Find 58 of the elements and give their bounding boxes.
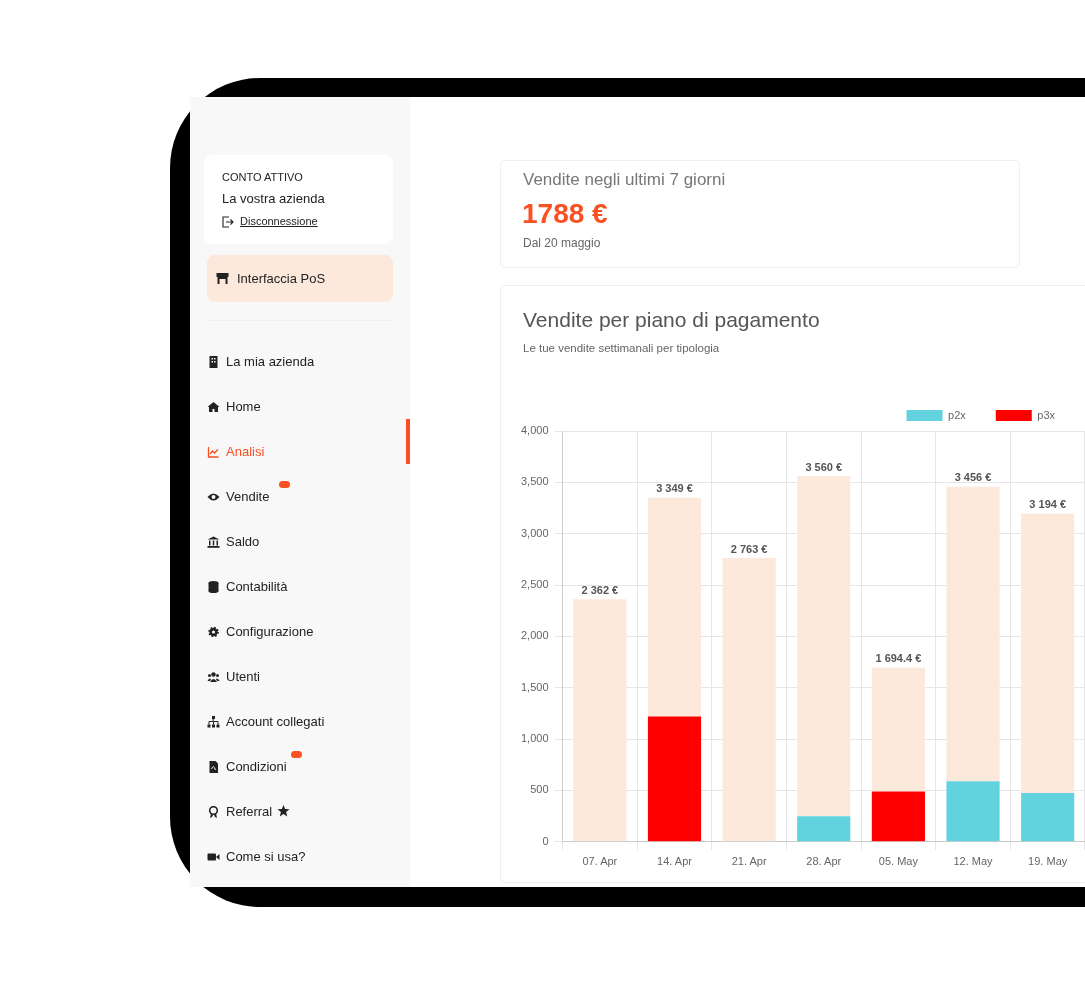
bar bbox=[722, 558, 776, 842]
text: La vostra azienda bbox=[222, 191, 325, 206]
bar bbox=[797, 816, 851, 842]
text: Vendite bbox=[226, 489, 270, 504]
y-tick-label: 1,000 bbox=[521, 732, 549, 745]
total-label: 3 349 € bbox=[656, 482, 693, 495]
y-tick-label: 500 bbox=[530, 783, 549, 796]
bar bbox=[946, 781, 1000, 842]
text: Account collegati bbox=[226, 714, 325, 729]
bar bbox=[647, 716, 702, 842]
bar bbox=[573, 599, 627, 842]
total-label: 3 194 € bbox=[1029, 498, 1067, 511]
y-tick-label: 3,500 bbox=[521, 475, 549, 488]
text: CONTO ATTIVO bbox=[222, 171, 303, 183]
y-tick-label: 4,000 bbox=[521, 424, 549, 437]
total-label: 2 763 € bbox=[730, 542, 768, 555]
bar bbox=[797, 476, 851, 817]
text: Referral bbox=[226, 804, 274, 819]
x-tick-label: 07. Apr bbox=[582, 855, 618, 868]
y-tick-label: 0 bbox=[542, 834, 549, 847]
x-tick-label: 05. May bbox=[878, 855, 919, 868]
bar bbox=[871, 667, 925, 792]
text: Come si usa? bbox=[226, 849, 306, 864]
text: 1788 € bbox=[522, 198, 608, 230]
x-tick-label: 14. Apr bbox=[657, 855, 693, 868]
x-tick-label: 19. May bbox=[1028, 855, 1068, 868]
text: Dal 20 maggio bbox=[523, 236, 601, 250]
chart-title: Vendite per piano di pagamento bbox=[523, 308, 820, 332]
text: Vendite negli ultimi 7 giorni bbox=[523, 170, 726, 190]
total-label: 3 560 € bbox=[805, 460, 843, 473]
text: Disconnessione bbox=[240, 215, 318, 227]
legend-label: p3x bbox=[1037, 408, 1056, 421]
total-label: 1 694.4 € bbox=[875, 652, 922, 665]
bar bbox=[871, 791, 925, 842]
x-tick-label: 21. Apr bbox=[731, 855, 767, 868]
legend-label: p2x bbox=[948, 408, 967, 421]
text: Saldo bbox=[226, 534, 260, 549]
x-tick-label: 12. May bbox=[953, 855, 994, 868]
bar bbox=[647, 497, 702, 717]
chart-subtitle: Le tue vendite settimanali per tipologia bbox=[523, 342, 720, 354]
total-label: 3 456 € bbox=[954, 471, 992, 484]
bar bbox=[946, 486, 1000, 782]
bar bbox=[1021, 513, 1075, 794]
bar bbox=[1021, 793, 1075, 842]
text: Condizioni bbox=[226, 759, 287, 774]
text: La mia azienda bbox=[226, 354, 315, 369]
y-tick-label: 1,500 bbox=[521, 680, 549, 693]
text: Analisi bbox=[226, 444, 265, 459]
x-tick-label: 28. Apr bbox=[806, 855, 842, 868]
text: Interfaccia PoS bbox=[237, 271, 326, 286]
text: Utenti bbox=[226, 669, 260, 684]
y-tick-label: 2,000 bbox=[521, 629, 549, 642]
y-tick-label: 2,500 bbox=[521, 578, 549, 591]
y-tick-label: 3,000 bbox=[521, 526, 549, 539]
text: Home bbox=[226, 399, 261, 414]
text: Contabilità bbox=[226, 579, 288, 594]
text: Configurazione bbox=[226, 624, 314, 639]
total-label: 2 362 € bbox=[581, 583, 619, 596]
